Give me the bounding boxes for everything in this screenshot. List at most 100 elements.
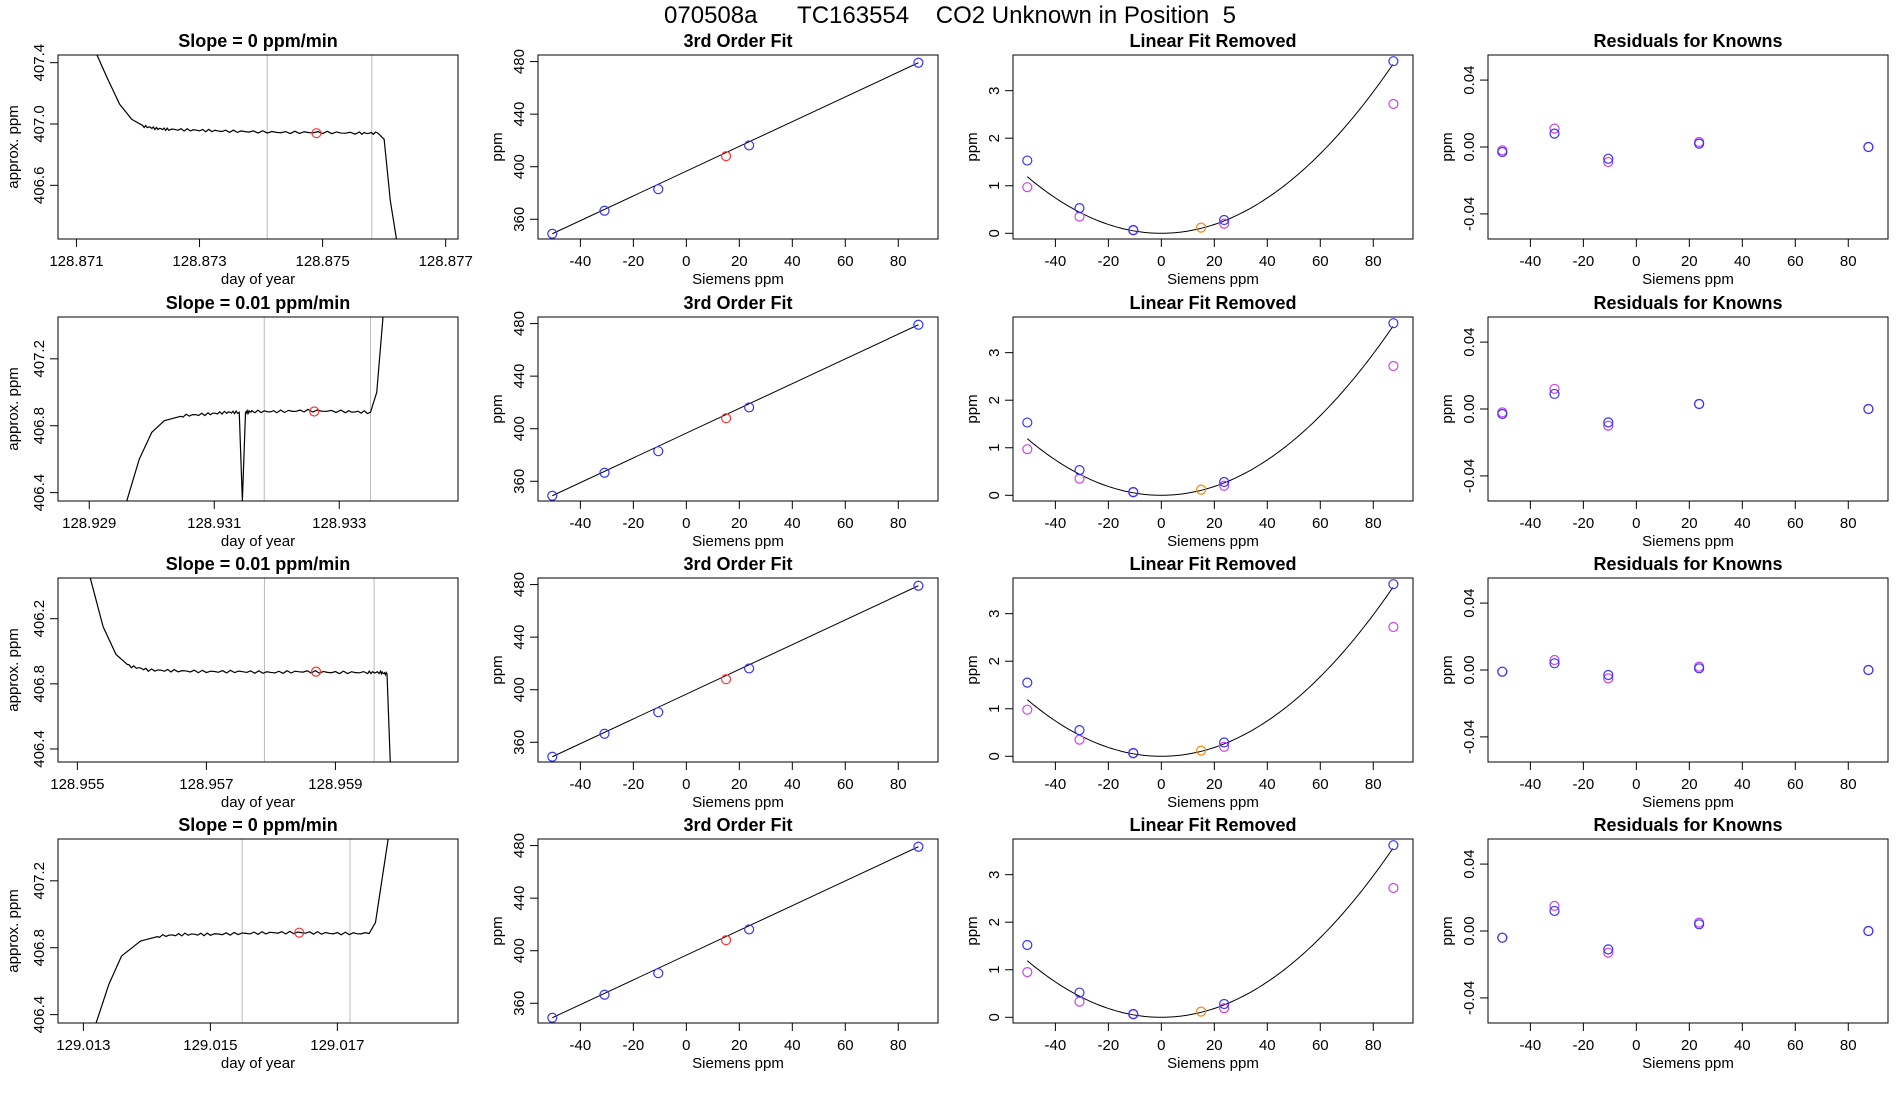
- panel-fit-2: 3rd Order Fit -40 -20 0 20 40 60 80 360 400 440 480…: [489, 293, 939, 550]
- x-tick-label: 40: [1259, 253, 1276, 270]
- alt-point: [1022, 967, 1033, 978]
- known-point: [1497, 932, 1508, 943]
- known-point: [1863, 925, 1874, 937]
- y-tick-label: 400: [511, 677, 528, 702]
- y-tick-label: 2: [986, 396, 1003, 404]
- x-tick-label: -40: [1045, 253, 1067, 270]
- y-tick-label: 0.04: [1461, 327, 1478, 356]
- x-tick-label: -20: [623, 253, 645, 270]
- x-tick-label: 80: [890, 1037, 907, 1054]
- x-tick-label: 80: [1840, 1037, 1857, 1054]
- y-tick-label: -0.04: [1461, 197, 1478, 231]
- trace-line: [96, 55, 398, 239]
- y-tick-label: 0.00: [1461, 132, 1478, 161]
- panel-trace-4: Slope = 0 ppm/min 129.013 129.015 129.017 40…: [5, 815, 459, 1072]
- x-tick-label: -40: [1045, 1037, 1067, 1054]
- y-axis-label: ppm: [489, 394, 506, 423]
- x-tick-label: -40: [570, 1037, 592, 1054]
- known-point: [1603, 669, 1614, 681]
- x-tick-label: 60: [837, 253, 854, 270]
- alt-point: [1219, 741, 1230, 752]
- x-axis-label: day of year: [221, 1055, 295, 1072]
- y-tick-label: 440: [511, 886, 528, 911]
- x-tick-label: -40: [1520, 1037, 1542, 1054]
- y-axis-label: approx. ppm: [5, 628, 22, 711]
- known-point: [1074, 464, 1085, 476]
- panel-linear_removed-1: Linear Fit Removed -40 -20 0 20 40 60 80 0 1 2 3 Sie…: [964, 31, 1414, 288]
- x-tick-label: 60: [1787, 515, 1804, 532]
- plot-area: [96, 55, 398, 239]
- known-point: [653, 446, 664, 457]
- x-tick-label: 0: [682, 253, 690, 270]
- panel-title: Linear Fit Removed: [1129, 554, 1296, 574]
- x-tick-label: -20: [1573, 1037, 1595, 1054]
- plot-area: [547, 57, 924, 239]
- y-tick-label: 407.0: [31, 105, 48, 143]
- trace-line: [126, 317, 384, 501]
- alt-point: [1219, 218, 1230, 229]
- plot-area: [126, 317, 384, 501]
- known-point: [547, 751, 558, 762]
- y-tick-label: 0.00: [1461, 394, 1478, 423]
- x-axis-label: Siemens ppm: [1167, 533, 1259, 550]
- x-tick-label: 60: [1312, 776, 1329, 793]
- x-tick-label: 80: [1365, 253, 1382, 270]
- sample-point: [310, 666, 322, 677]
- plot-area: [1022, 318, 1399, 498]
- x-tick-label: 0: [682, 515, 690, 532]
- y-tick-label: 400: [511, 416, 528, 441]
- known-point: [1863, 664, 1874, 676]
- panel-linear_removed-4: Linear Fit Removed -40 -20 0 20 40 60 80 0 1 2 3 Sie…: [964, 815, 1414, 1072]
- x-tick-label: 40: [1259, 1037, 1276, 1054]
- alt-point: [1022, 182, 1033, 193]
- alt-point: [1074, 734, 1085, 745]
- x-tick-label: 0: [1157, 1037, 1165, 1054]
- y-tick-label: 360: [511, 207, 528, 232]
- known-point: [744, 402, 755, 413]
- y-tick-label: 440: [511, 625, 528, 650]
- x-tick-label: 128.873: [172, 253, 226, 270]
- axes-box: [537, 838, 939, 1024]
- plot-area: [1497, 123, 1874, 168]
- known-point: [1128, 1008, 1139, 1020]
- y-tick-label: 406.4: [31, 474, 48, 512]
- unknown-point: [720, 413, 732, 424]
- known-point: [1388, 318, 1399, 329]
- y-tick-label: -0.04: [1461, 720, 1478, 754]
- unknown-point: [1195, 222, 1207, 233]
- x-tick-label: 128.931: [187, 515, 241, 532]
- x-tick-label: 80: [890, 515, 907, 532]
- alt-point: [1219, 480, 1230, 491]
- known-point: [1219, 737, 1230, 748]
- axes-box: [57, 54, 459, 240]
- known-point: [599, 467, 610, 478]
- y-tick-label: 1: [986, 705, 1003, 713]
- x-tick-label: 80: [1840, 515, 1857, 532]
- y-tick-label: 0: [986, 491, 1003, 499]
- axes-box: [57, 577, 459, 763]
- alt-point: [1549, 654, 1560, 666]
- known-point: [1128, 486, 1139, 498]
- known-point: [1694, 919, 1705, 930]
- plot-area: [547, 319, 924, 501]
- panel-linear_removed-2: Linear Fit Removed -40 -20 0 20 40 60 80 0 1 2 3 Sie…: [964, 293, 1414, 550]
- known-point: [653, 707, 664, 718]
- known-point: [1022, 155, 1033, 166]
- sample-point: [311, 128, 322, 139]
- known-point: [1074, 725, 1085, 736]
- x-tick-label: 20: [731, 776, 748, 793]
- axes-box: [1012, 54, 1414, 240]
- unknown-point: [1195, 1006, 1207, 1017]
- x-tick-label: 0: [682, 1037, 690, 1054]
- y-tick-label: 406.4: [31, 996, 48, 1034]
- unknown-point: [1195, 484, 1207, 495]
- known-point: [744, 663, 755, 674]
- x-tick-label: 80: [1840, 253, 1857, 270]
- known-point: [913, 580, 924, 591]
- sample-point: [294, 927, 305, 938]
- panel-residuals-2: Residuals for Knowns -40 -20 0 20 40 60 80 -0.04…: [1439, 293, 1889, 550]
- x-tick-label: 20: [1206, 515, 1223, 532]
- fit-line: [552, 846, 919, 1019]
- axes-box: [1012, 838, 1414, 1024]
